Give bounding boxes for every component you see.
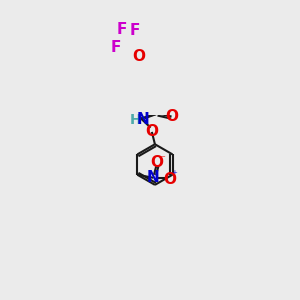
Text: F: F [130,23,140,38]
Text: N: N [136,112,149,127]
Text: H: H [130,113,142,127]
Text: O: O [150,155,163,170]
Text: F: F [110,40,121,55]
Text: O: O [165,109,178,124]
Text: F: F [116,22,127,37]
Text: O: O [145,124,158,140]
Text: ⁻: ⁻ [159,154,165,164]
Text: N: N [147,170,160,185]
Text: O: O [163,172,176,187]
Text: ⁺: ⁺ [171,170,177,180]
Text: O: O [132,49,146,64]
